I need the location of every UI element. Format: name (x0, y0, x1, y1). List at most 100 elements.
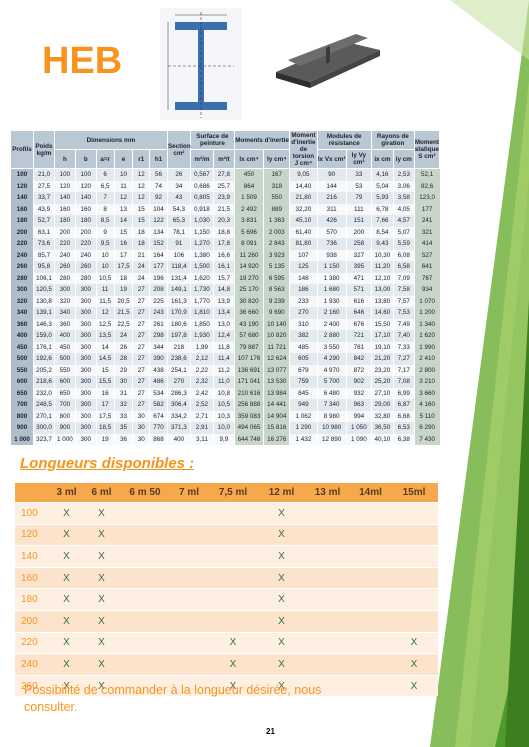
spec-cell: 25,20 (370, 376, 394, 388)
spec-cell: 6,53 (392, 422, 415, 434)
spec-cell: 122 (149, 215, 168, 227)
spec-cell: 646 (345, 307, 372, 319)
spec-cell: 27,5 (33, 180, 55, 192)
subheader-row: h b a=r e r1 h1 m²/m m²/t Ix cm⁴ Iy cm⁴ Ix Vx cm³ I… (11, 149, 440, 169)
spec-cell: 9,5 (95, 238, 115, 250)
spec-cell: 7,08 (392, 376, 415, 388)
spec-cell: 15,50 (370, 318, 394, 330)
spec-cell: 161,3 (166, 295, 191, 307)
spec-cell: 180 (53, 215, 76, 227)
spec-cell: 32,80 (370, 410, 394, 422)
profile-cell: 180 (10, 215, 34, 227)
spec-cell: 82,6 (413, 180, 440, 192)
availability-row: 260 X X X X X (15, 674, 438, 697)
spec-cell: 152 (149, 238, 168, 250)
profile-label: 100 (15, 502, 49, 525)
spec-cell: 12 890 (316, 433, 347, 445)
specs-row: 220 73,6 220 220 9,5 16 18 152 91 1,270 17,8 8 091 2… (10, 238, 440, 250)
length-header: 13 ml (304, 483, 351, 503)
profile-label: 240 (15, 653, 49, 676)
spec-cell: 6 290 (413, 422, 440, 434)
spec-cell: 120,5 (33, 284, 55, 296)
spec-cell: 1,150 (189, 226, 214, 238)
spec-cell: 582 (149, 399, 168, 411)
spec-cell: 27 (132, 318, 150, 330)
subheader-cell: Iy cm⁴ (263, 149, 291, 169)
spec-cell: 74 (149, 180, 168, 192)
spec-cell: 494 065 (233, 422, 264, 434)
spec-cell: 17,5 (95, 410, 115, 422)
spec-cell: 14,8 (212, 284, 235, 296)
availability-cell: X (259, 631, 304, 654)
spec-cell: 140 (53, 192, 76, 204)
spec-cell: 12,4 (212, 330, 235, 342)
availability-cell (171, 631, 207, 654)
spec-cell: 1,930 (189, 330, 214, 342)
spec-cell: 171 041 (233, 376, 264, 388)
spec-cell: 52,1 (413, 168, 440, 181)
spec-cell: 872 (345, 364, 372, 376)
header-cell: Moments d'inertie (233, 130, 291, 150)
length-header: 6 ml (84, 483, 119, 503)
spec-cell: 30 (132, 433, 150, 445)
profile-cell: 650 (10, 387, 34, 399)
spec-cell: 15 (132, 203, 150, 215)
spec-cell: 13 530 (263, 376, 290, 388)
spec-cell: 260 (74, 261, 97, 273)
spec-cell: 4,57 (392, 215, 415, 227)
availability-title: Longueurs disponibles : (20, 455, 195, 472)
spec-cell: 144 (316, 180, 347, 192)
spec-cell: 736 (316, 238, 347, 250)
profile-cell: 160 (10, 203, 34, 215)
availability-cell: X (207, 631, 259, 654)
profile-cell: 140 (10, 192, 34, 204)
spec-cell: 17 (113, 249, 133, 261)
spec-cell: 9 239 (263, 295, 290, 307)
spec-cell: 534 (149, 387, 168, 399)
profile-cell: 220 (10, 238, 34, 250)
spec-cell: 111 (345, 203, 372, 215)
availability-cell: X (49, 653, 84, 676)
subheader-cell: a=r (95, 149, 115, 169)
availability-cell (171, 502, 207, 525)
spec-cell: 18,8 (212, 226, 235, 238)
availability-row: 140 X X X (15, 545, 438, 568)
spec-cell: 10,5 (212, 399, 235, 411)
spec-cell: 311 (316, 203, 347, 215)
spec-cell: 12 (132, 192, 150, 204)
spec-cell: 27 (132, 399, 150, 411)
spec-cell: 10 140 (263, 318, 290, 330)
spec-cell: 800 (53, 410, 76, 422)
spec-cell: 306,4 (166, 399, 191, 411)
spec-cell: 9,05 (289, 168, 317, 181)
spec-cell: 17 (95, 399, 115, 411)
availability-cell (119, 523, 171, 546)
spec-cell: 7,17 (392, 364, 415, 376)
profile-cell: 300 (10, 284, 34, 296)
spec-cell: 148 (289, 272, 317, 284)
spec-cell: 11,2 (212, 364, 235, 376)
spec-cell: 2 843 (263, 238, 290, 250)
spec-cell: 300 (74, 295, 97, 307)
spec-cell: 220 (53, 238, 76, 250)
spec-cell: 11 (113, 180, 133, 192)
spec-cell: 21,5 (113, 307, 133, 319)
spec-cell: 197,8 (166, 330, 191, 342)
spec-cell: 8 980 (316, 410, 347, 422)
spec-cell: 1 432 (289, 433, 317, 445)
spec-cell: 605 (289, 353, 317, 365)
spec-cell: 7,33 (392, 341, 415, 353)
spec-cell: 676 (345, 318, 372, 330)
header-cell: Rayons de giration (370, 130, 415, 150)
profile-cell: 280 (10, 272, 34, 284)
spec-cell: 216 (316, 192, 347, 204)
header-row: Profils Poids kg/m Dimensions mm Section cm… (10, 130, 441, 169)
spec-cell: 14 (113, 215, 133, 227)
spec-cell: 395 (345, 261, 372, 273)
spec-cell: 15 816 (263, 422, 290, 434)
spec-cell: 40,10 (370, 433, 394, 445)
spec-cell: 1 509 (233, 192, 264, 204)
spec-cell: 24 (132, 272, 150, 284)
spec-cell: 2 160 (316, 307, 347, 319)
